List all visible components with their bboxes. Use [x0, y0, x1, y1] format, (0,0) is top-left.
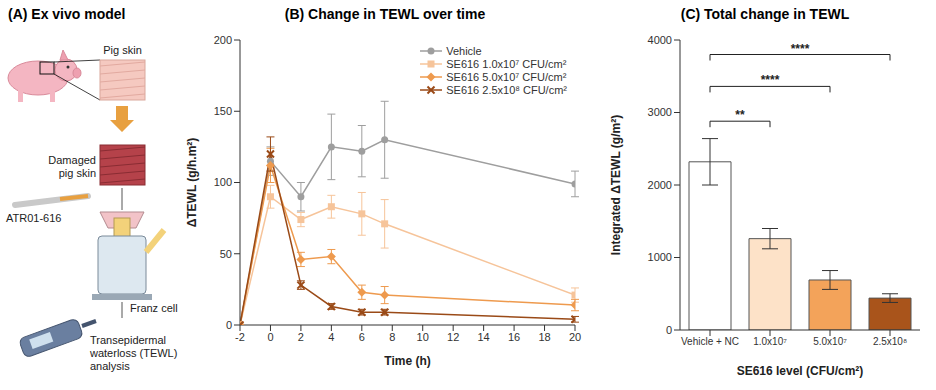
html-text:Franz cell: Franz cell: [130, 302, 178, 314]
svg-text:1000: 1000: [648, 251, 672, 263]
html-text:SE616 5.0x10⁷ CFU/cm²: SE616 5.0x10⁷ CFU/cm²: [446, 70, 567, 83]
svg-text:0: 0: [267, 331, 273, 343]
svg-text:12: 12: [447, 331, 459, 343]
svg-text:Integrated ΔTEWL (g/m²): Integrated ΔTEWL (g/m²): [609, 115, 623, 255]
svg-text:4000: 4000: [648, 34, 672, 46]
html-text:Transepidermal waterloss (TEWL: Transepidermal waterloss (TEWL) analysis: [90, 334, 178, 372]
svg-text:150: 150: [214, 105, 232, 117]
svg-text:20: 20: [569, 331, 581, 343]
html-text:Pig skin: Pig skin: [103, 44, 142, 56]
svg-text:2: 2: [298, 331, 304, 343]
svg-text:Time (h): Time (h): [384, 354, 430, 368]
svg-text:14: 14: [478, 331, 490, 343]
html-text:(A) Ex vivo model: (A) Ex vivo model: [8, 6, 126, 22]
html-text:(C) Total change in TEWL: (C) Total change in TEWL: [680, 6, 850, 22]
svg-text:8: 8: [389, 331, 395, 343]
svg-text:SE616 level (CFU/cm²): SE616 level (CFU/cm²): [737, 364, 864, 378]
html-text:Damaged pig skin: Damaged pig skin: [48, 154, 96, 179]
html-text:SE616 2.5x10⁸ CFU/cm²: SE616 2.5x10⁸ CFU/cm²: [446, 83, 567, 96]
svg-text:Vehicle + NC: Vehicle + NC: [681, 336, 739, 347]
svg-text:16: 16: [508, 331, 520, 343]
svg-text:****: ****: [761, 73, 780, 87]
html-text:SE616 1.0x10⁷ CFU/cm²: SE616 1.0x10⁷ CFU/cm²: [446, 57, 567, 70]
svg-text:1.0x10⁷: 1.0x10⁷: [753, 336, 787, 347]
svg-text:0: 0: [226, 319, 232, 331]
svg-text:5.0x10⁷: 5.0x10⁷: [813, 336, 847, 347]
html-text:(B) Change in TEWL over time: (B) Change in TEWL over time: [284, 6, 486, 22]
svg-text:10: 10: [417, 331, 429, 343]
html-text:Vehicle: Vehicle: [446, 44, 482, 57]
svg-text:4: 4: [328, 331, 334, 343]
svg-text:2000: 2000: [648, 179, 672, 191]
html-text:ATR01-616: ATR01-616: [6, 212, 62, 224]
svg-text:0: 0: [666, 324, 672, 336]
svg-text:****: ****: [791, 42, 810, 56]
svg-text:18: 18: [538, 331, 550, 343]
svg-text:100: 100: [214, 176, 232, 188]
svg-text:**: **: [735, 108, 745, 122]
svg-text:6: 6: [359, 331, 365, 343]
svg-text:50: 50: [220, 248, 232, 260]
svg-text:200: 200: [214, 34, 232, 46]
svg-text:2.5x10⁸: 2.5x10⁸: [873, 336, 907, 347]
svg-text:3000: 3000: [648, 106, 672, 118]
svg-text:ΔTEWL (g/h.m²): ΔTEWL (g/h.m²): [185, 138, 199, 228]
svg-text:-2: -2: [235, 331, 245, 343]
